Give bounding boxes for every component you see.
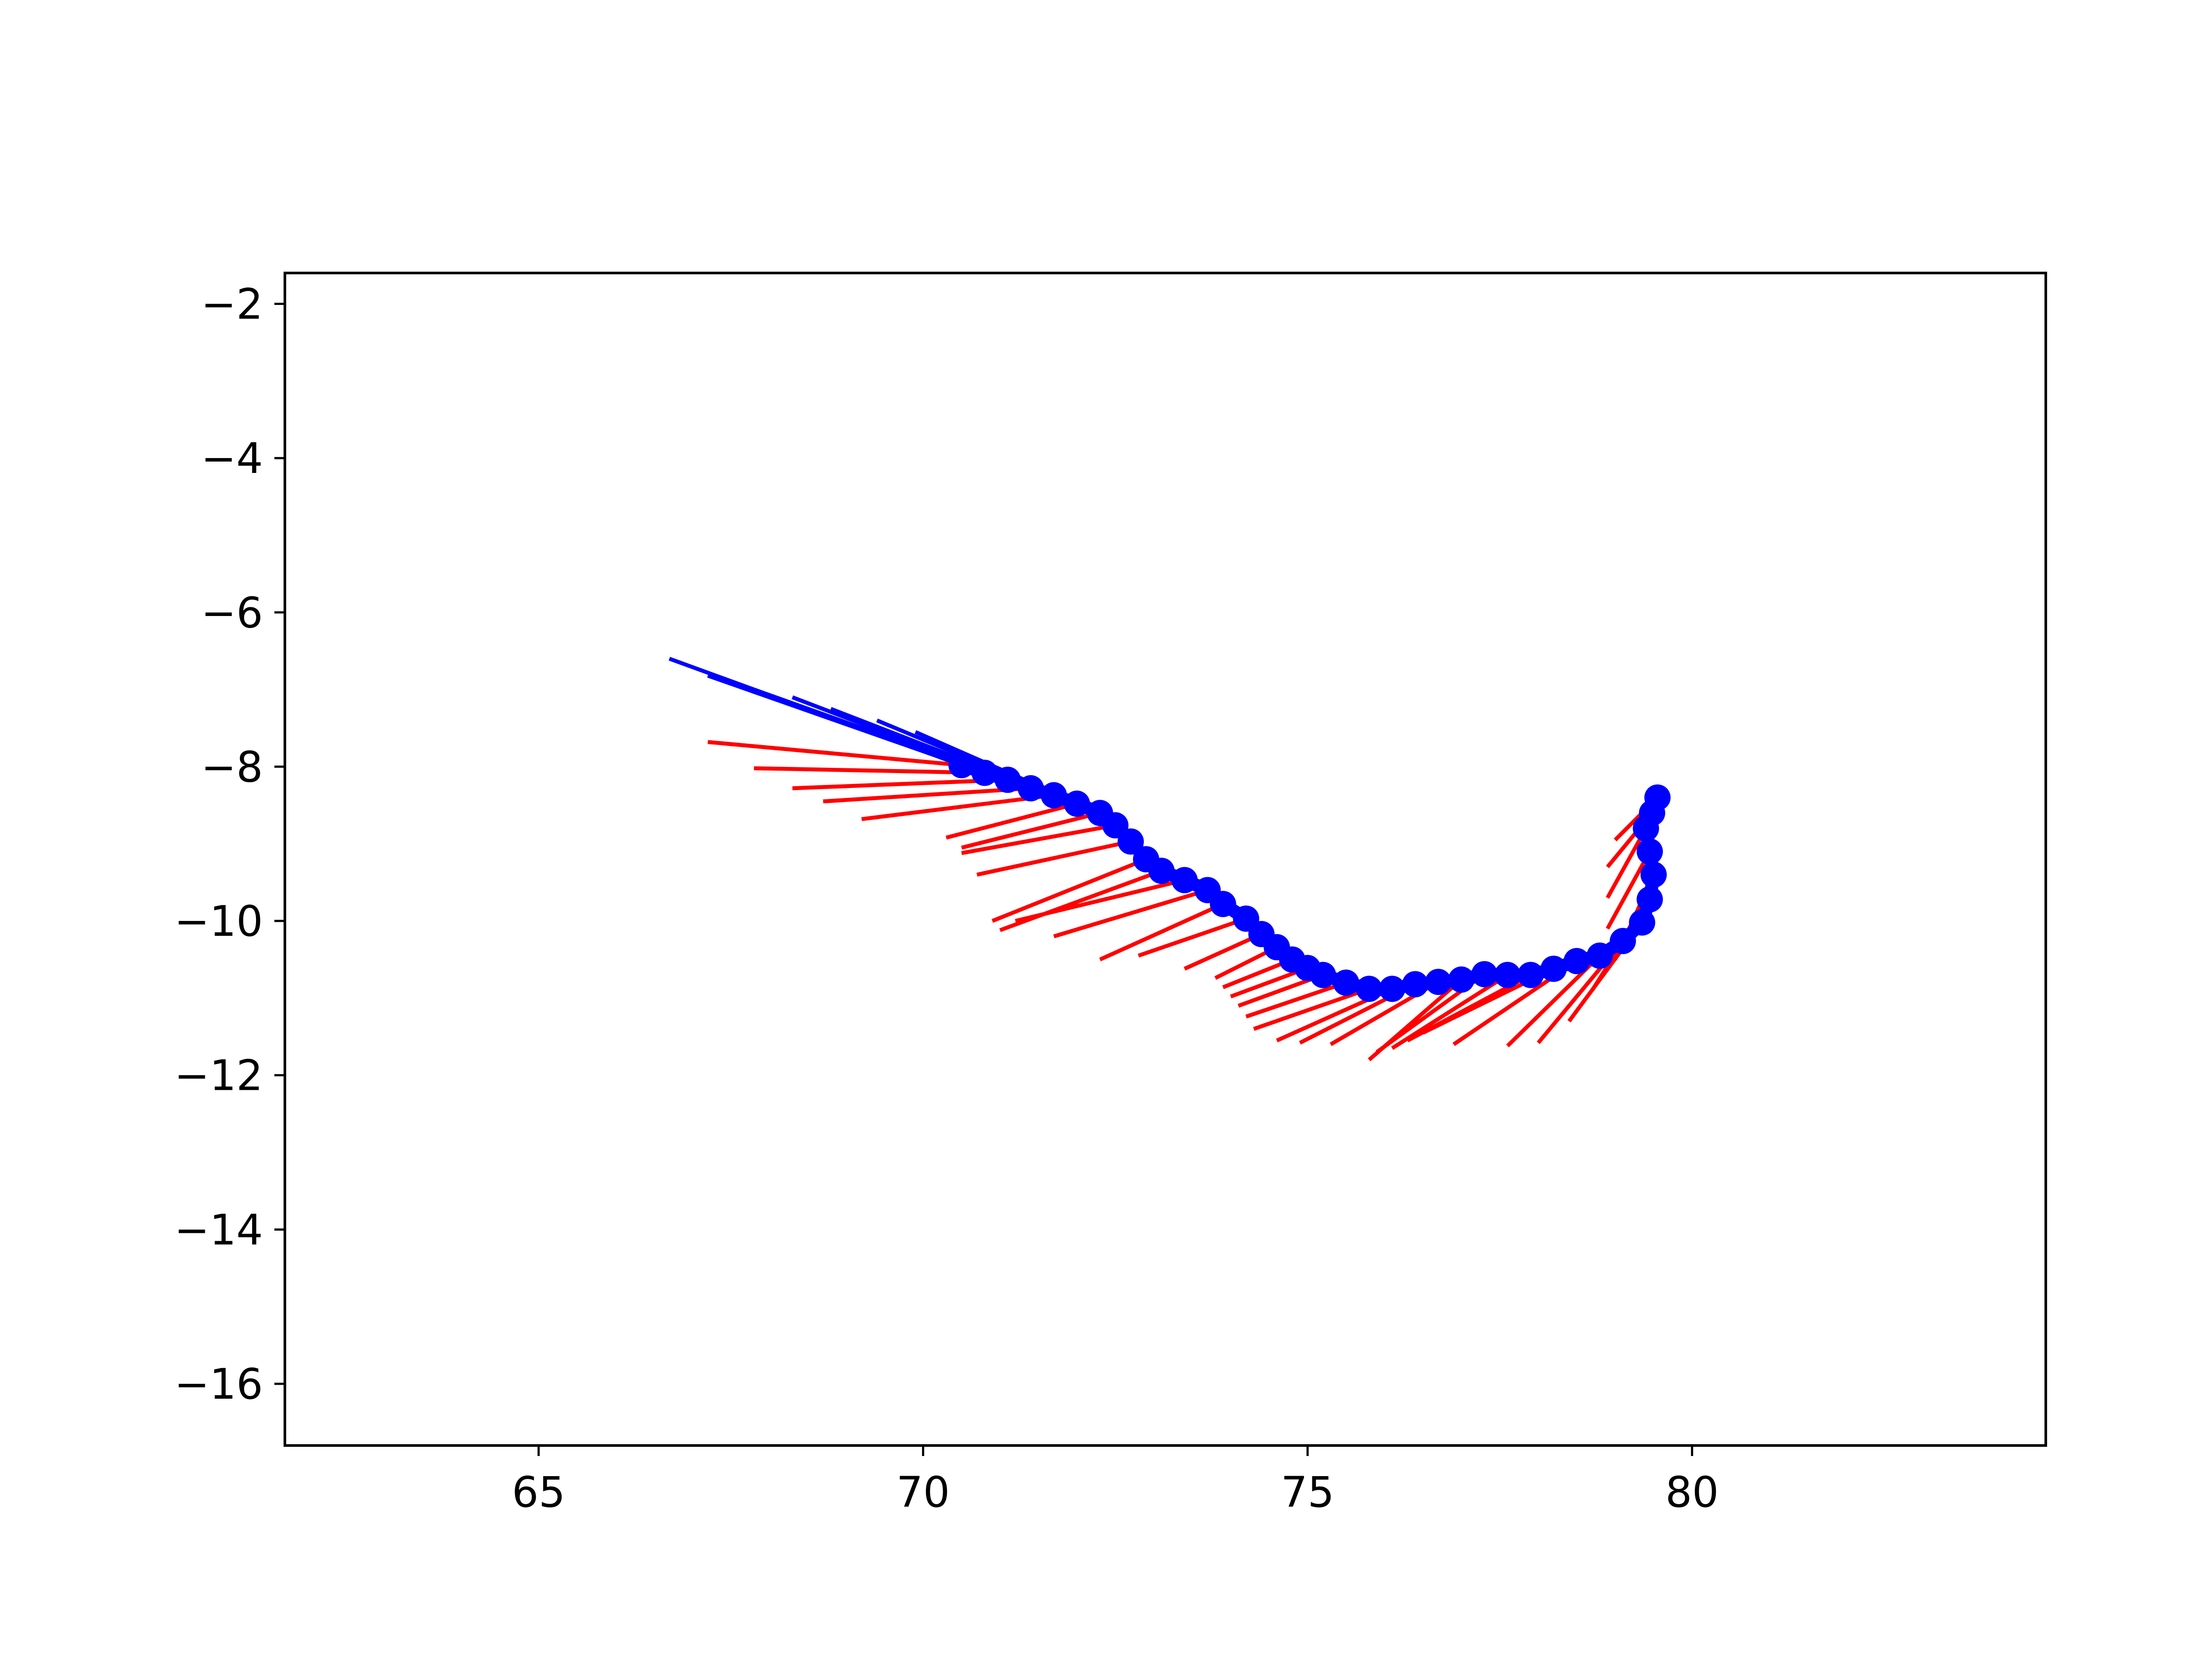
y-tick-label: −10	[174, 897, 263, 946]
orientation-vector	[1053, 888, 1208, 938]
orientation-vector	[708, 740, 962, 767]
y-tick-label: −2	[201, 280, 263, 329]
path-point	[1637, 886, 1663, 913]
y-tick-label: −8	[201, 742, 263, 791]
y-axis: −2 −4 −6 −8 −10 −12 −14 −16	[174, 280, 285, 1409]
orientation-vector	[1606, 850, 1652, 930]
path-point	[1494, 962, 1521, 988]
y-tick-label: −16	[174, 1360, 263, 1409]
path-point	[1379, 976, 1406, 1002]
y-tick-label: −4	[201, 434, 263, 483]
path-point	[1425, 969, 1452, 995]
axes-frame	[284, 272, 2047, 1447]
orientation-vector	[1230, 966, 1308, 999]
path-point	[1117, 828, 1144, 855]
path-points-layer	[948, 752, 1671, 1002]
orientation-vector	[946, 802, 1078, 840]
orientation-vector	[961, 823, 1116, 855]
orientation-vector	[1184, 932, 1262, 971]
orientation-vector	[1245, 980, 1347, 1018]
x-tick-label: 70	[896, 1468, 950, 1517]
path-point	[1448, 966, 1475, 993]
path-point	[1609, 928, 1636, 954]
y-tick-label: −12	[174, 1051, 263, 1100]
orientation-vector	[1015, 878, 1185, 923]
path-point	[994, 766, 1021, 793]
path-point	[1586, 942, 1613, 969]
path-point	[1063, 791, 1090, 817]
path-point	[1644, 784, 1671, 811]
path-point	[1310, 962, 1336, 988]
path-point	[1517, 962, 1544, 988]
orientation-vector	[823, 786, 1031, 804]
x-tick-label: 65	[512, 1468, 565, 1517]
path-point	[1637, 838, 1663, 865]
path-point	[948, 752, 975, 778]
path-point	[1148, 858, 1175, 884]
path-point	[1041, 782, 1067, 808]
path-point	[1564, 948, 1590, 974]
x-axis: 65 70 75 80	[512, 1446, 1719, 1517]
path-point	[1629, 909, 1655, 936]
path-point	[1171, 867, 1198, 893]
orientation-vector	[1253, 987, 1370, 1031]
plot-area	[669, 657, 1671, 1061]
orientation-vector	[861, 793, 1054, 821]
orientation-vectors-layer	[708, 740, 1659, 1061]
x-tick-label: 75	[1281, 1468, 1334, 1517]
orientation-vector	[1391, 973, 1509, 1050]
path-point	[1540, 956, 1567, 982]
orientation-vector	[792, 777, 1008, 791]
y-tick-label: −14	[174, 1205, 263, 1254]
path-point	[971, 760, 998, 786]
path-point	[1471, 961, 1498, 987]
path-point	[1017, 775, 1044, 802]
orientation-vector	[1606, 827, 1648, 899]
orientation-vector	[1099, 902, 1224, 962]
orientation-vector	[1138, 917, 1247, 958]
x-tick-label: 80	[1666, 1468, 1719, 1517]
path-point	[1402, 971, 1429, 998]
orientation-vector	[999, 869, 1162, 932]
orientation-vector	[961, 811, 1101, 850]
path-point	[1356, 976, 1382, 1002]
y-tick-label: −6	[201, 588, 263, 637]
orientation-vector	[754, 766, 985, 775]
path-point	[1640, 861, 1667, 888]
path-point	[1210, 891, 1236, 917]
orientation-vector	[976, 840, 1131, 877]
path-point	[1332, 970, 1359, 996]
orientation-vector	[991, 857, 1147, 923]
